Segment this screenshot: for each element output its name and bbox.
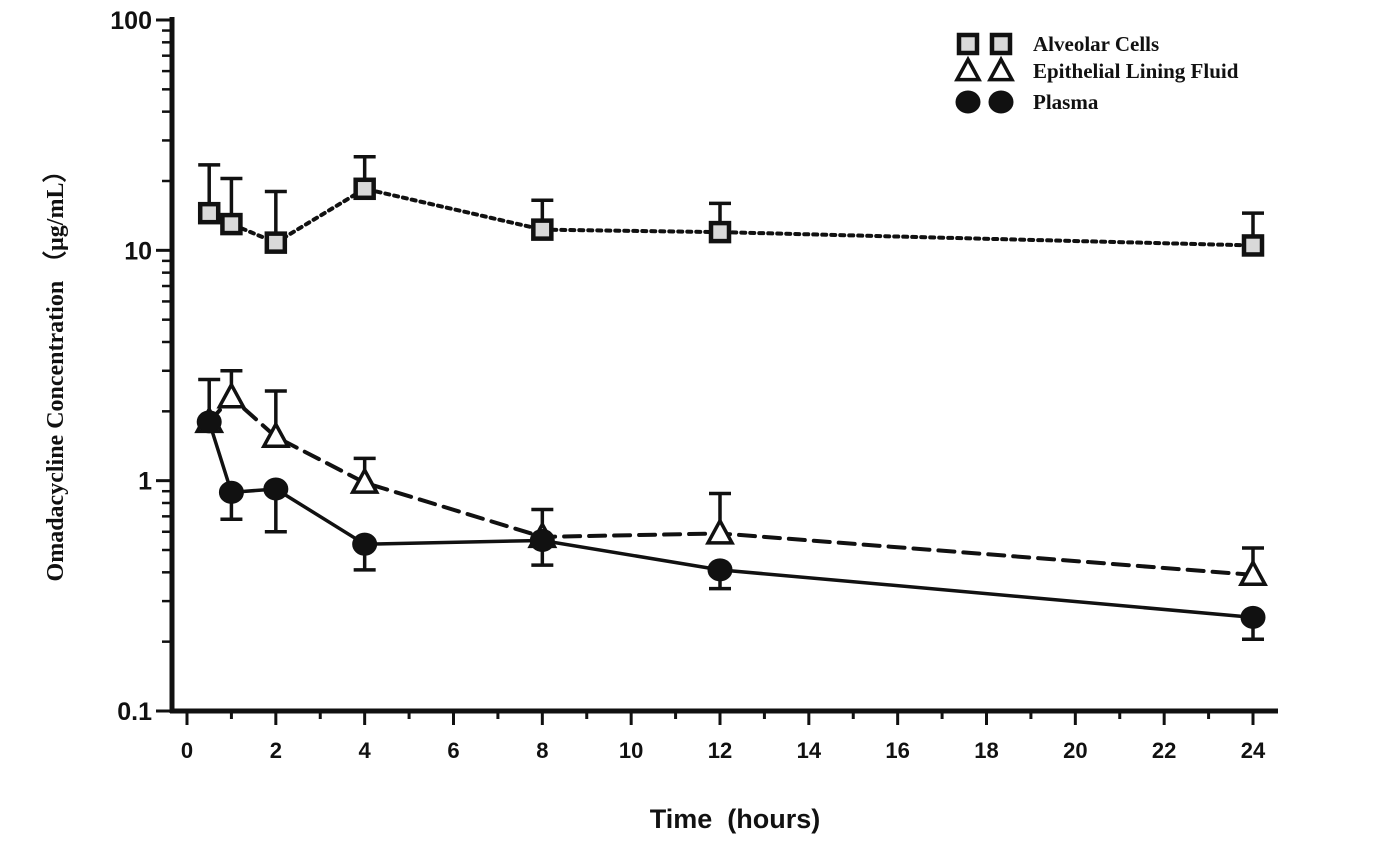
legend: Alveolar Cells Epithelial Lining Fluid Pla… (954, 32, 1239, 114)
circle-marker (1240, 605, 1266, 629)
circle-marker (529, 528, 555, 553)
triangle-marker (987, 55, 1015, 82)
x-tick-label: 4 (359, 738, 372, 763)
x-tick-label: 0 (181, 738, 193, 763)
square-marker (989, 32, 1013, 56)
triangle-marker (954, 55, 982, 82)
square-marker (956, 32, 980, 56)
circle-marker (955, 90, 981, 114)
triangle-marker (349, 466, 380, 494)
circle-marker (988, 90, 1014, 114)
triangle-marker (260, 420, 291, 449)
series-layer (194, 154, 1268, 641)
y-axis-label: Omadacycline Concentration （μg/mL） (42, 159, 69, 582)
y-tick-label: 1 (138, 468, 152, 496)
x-ticks: 0 2 4 6 8 10 12 14 16 18 20 22 24 (181, 711, 1266, 763)
circle-marker (352, 532, 378, 556)
y-ticks: 0.1 1 10 100 (110, 7, 172, 726)
y-tick-label: 100 (110, 7, 152, 35)
square-marker (708, 220, 732, 244)
series-line (207, 420, 1255, 620)
square-marker (353, 177, 376, 201)
triangle-marker (705, 517, 735, 545)
x-tick-label: 10 (619, 738, 643, 763)
y-tick-label: 10 (124, 237, 152, 265)
triangle-marker (216, 381, 247, 409)
x-tick-label: 8 (536, 738, 548, 763)
circle-marker (263, 477, 289, 501)
legend-label: Alveolar Cells (1033, 32, 1159, 56)
circle-marker (196, 410, 222, 434)
x-tick-label: 14 (797, 738, 822, 763)
x-tick-label: 20 (1063, 738, 1087, 763)
circle-marker (707, 558, 733, 582)
legend-label: Epithelial Lining Fluid (1033, 59, 1239, 83)
square-marker (531, 218, 554, 241)
x-tick-label: 24 (1241, 738, 1266, 763)
x-tick-label: 16 (885, 738, 909, 763)
square-marker (220, 212, 243, 236)
circle-marker (218, 480, 244, 504)
x-tick-label: 2 (270, 738, 282, 763)
y-tick-label: 0.1 (117, 698, 152, 726)
triangle-marker (1238, 558, 1268, 587)
series-plasma (196, 410, 1266, 641)
x-tick-label: 6 (447, 738, 459, 763)
x-tick-label: 12 (708, 738, 732, 763)
x-axis-label: Time (hours) (650, 804, 821, 834)
x-tick-label: 18 (974, 738, 998, 763)
series-alveolar-cells (197, 154, 1265, 257)
legend-label: Plasma (1033, 90, 1099, 114)
square-marker (264, 231, 288, 254)
square-marker (1241, 234, 1265, 257)
square-marker (197, 201, 221, 225)
x-tick-label: 22 (1152, 738, 1176, 763)
